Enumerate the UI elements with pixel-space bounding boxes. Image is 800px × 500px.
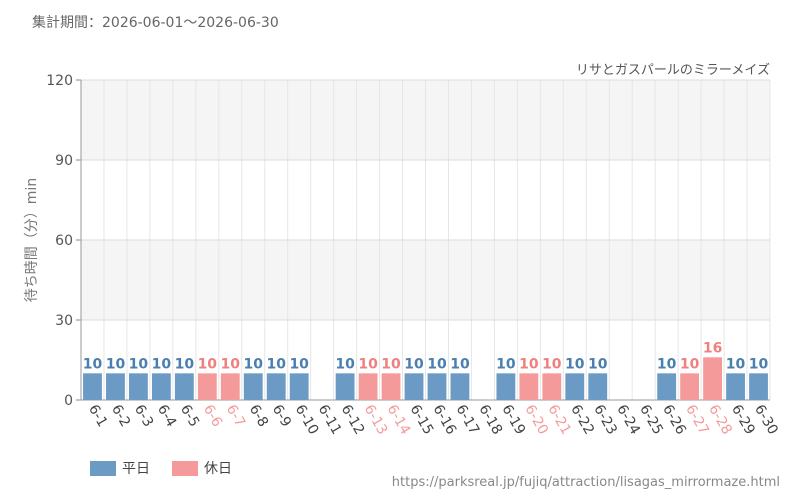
bar [106,373,125,400]
y-tick-label: 30 [55,313,73,329]
bar-value-label: 10 [335,356,355,372]
weekday-swatch [90,460,116,476]
bar-value-label: 10 [542,356,562,372]
bar [749,373,768,400]
bar-value-label: 10 [175,356,195,372]
bar [427,373,447,400]
x-tick-label: 6-21 [544,402,574,438]
x-tick-label: 6-18 [475,402,505,438]
bar [266,373,286,400]
x-tick-label: 6-2 [108,402,133,430]
bar [680,373,700,400]
bar-value-label: 10 [358,356,378,372]
bar [542,373,562,400]
bar-value-label: 10 [289,356,309,372]
bar-value-label: 10 [450,356,470,372]
x-tick-label: 6-3 [131,402,156,430]
bar [335,373,355,400]
bar-value-label: 10 [381,356,401,372]
x-tick-label: 6-17 [452,402,482,438]
bar-value-label: 10 [221,356,241,372]
x-tick-label: 6-12 [338,402,368,438]
chart-legend: 平日 休日 [90,458,232,478]
x-tick-label: 6-26 [659,402,689,438]
bar-value-label: 10 [657,356,677,372]
bar [129,373,148,400]
bar [381,373,401,400]
y-axis-label: 待ち時間（分）min [24,178,40,302]
bar-value-label: 16 [703,340,722,356]
bar-value-label: 10 [519,356,539,372]
y-tick-label: 120 [46,73,73,89]
x-tick-label: 6-20 [521,402,551,438]
y-tick-label: 60 [55,233,73,249]
bar [726,373,745,400]
holiday-swatch [172,460,198,476]
legend-holiday-label: 休日 [204,461,232,477]
bar-value-label: 10 [680,356,700,372]
bar [450,373,470,400]
x-tick-label: 6-24 [613,402,643,438]
bar [703,357,722,400]
bar [404,373,424,400]
bar [243,373,263,400]
x-tick-label: 6-14 [384,402,414,438]
legend-holiday: 休日 [172,458,232,478]
collection-period: 集計期間：2026-06-01～2026-06-30 [32,15,279,31]
bar-value-label: 10 [106,356,126,372]
bar [197,373,217,400]
x-tick-label: 6-1 [85,402,110,430]
source-url: https://parksreal.jp/fujiq/attraction/li… [391,475,780,490]
bar [358,373,378,400]
x-tick-label: 6-19 [498,402,528,438]
bar-value-label: 10 [496,356,516,372]
x-tick-label: 6-6 [200,402,225,430]
bar-value-label: 10 [83,356,103,372]
bar-value-label: 10 [152,356,172,372]
bar-value-label: 10 [266,356,286,372]
bar-value-label: 10 [427,356,447,372]
x-tick-label: 6-5 [177,402,202,430]
x-tick-label: 6-4 [154,402,179,430]
bar [519,373,539,400]
bar-value-label: 10 [198,356,218,372]
bar [83,373,102,400]
bar [220,373,240,400]
y-tick-label: 0 [64,393,73,409]
bar [151,373,171,400]
bar [174,373,194,400]
x-tick-label: 6-30 [751,402,781,438]
bar [496,373,516,400]
chart-title: リサとガスパールのミラーメイズ [576,62,770,78]
x-tick-label: 6-29 [728,402,758,438]
bar-value-label: 10 [565,356,585,372]
x-tick-label: 6-13 [361,402,391,438]
x-tick-label: 6-23 [590,402,620,438]
x-tick-label: 6-9 [269,402,294,430]
legend-weekday-label: 平日 [122,461,150,477]
bar-value-label: 10 [404,356,424,372]
y-tick-label: 90 [55,153,73,169]
x-tick-label: 6-8 [246,402,271,430]
legend-weekday: 平日 [90,458,150,478]
x-tick-label: 6-10 [292,402,322,438]
x-tick-label: 6-25 [636,402,666,438]
bar-value-label: 10 [588,356,608,372]
x-tick-label: 6-27 [682,402,712,438]
bar [657,373,677,400]
x-tick-label: 6-11 [315,402,345,438]
bar [588,373,608,400]
bar-value-label: 10 [726,356,746,372]
bar-value-label: 10 [749,356,769,372]
bar-value-label: 10 [244,356,264,372]
bar [565,373,585,400]
x-tick-label: 6-28 [705,402,735,438]
x-tick-label: 6-22 [567,402,597,438]
x-tick-label: 6-7 [223,402,248,430]
x-tick-label: 6-15 [407,402,437,438]
bar-value-label: 10 [129,356,149,372]
bar [289,373,309,400]
x-tick-label: 6-16 [430,402,460,438]
